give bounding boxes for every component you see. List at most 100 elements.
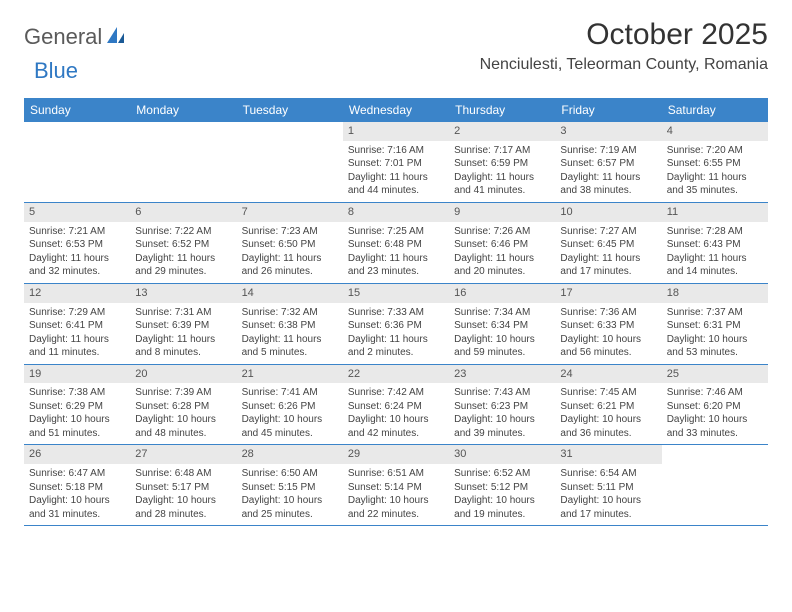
daylight-text: Daylight: 10 hours and 17 minutes. [560, 494, 656, 521]
daylight-text: Daylight: 11 hours and 44 minutes. [348, 171, 444, 198]
sunset-text: Sunset: 6:55 PM [667, 157, 763, 171]
logo-text-general: General [24, 24, 102, 50]
day-cell: 21Sunrise: 7:41 AMSunset: 6:26 PMDayligh… [237, 365, 343, 445]
sunrise-text: Sunrise: 7:31 AM [135, 306, 231, 320]
daylight-text: Daylight: 11 hours and 8 minutes. [135, 333, 231, 360]
day-number: 7 [237, 203, 343, 222]
sunrise-text: Sunrise: 7:42 AM [348, 386, 444, 400]
title-block: October 2025 Nenciulesti, Teleorman Coun… [480, 18, 768, 74]
daylight-text: Daylight: 10 hours and 39 minutes. [454, 413, 550, 440]
day-cell: 18Sunrise: 7:37 AMSunset: 6:31 PMDayligh… [662, 284, 768, 364]
sunset-text: Sunset: 6:41 PM [29, 319, 125, 333]
day-number: 23 [449, 365, 555, 384]
day-number: 5 [24, 203, 130, 222]
sunrise-text: Sunrise: 7:32 AM [242, 306, 338, 320]
sunrise-text: Sunrise: 6:51 AM [348, 467, 444, 481]
sunset-text: Sunset: 5:18 PM [29, 481, 125, 495]
month-title: October 2025 [480, 18, 768, 52]
day-number: 19 [24, 365, 130, 384]
daylight-text: Daylight: 11 hours and 20 minutes. [454, 252, 550, 279]
day-cell: 2Sunrise: 7:17 AMSunset: 6:59 PMDaylight… [449, 122, 555, 202]
daylight-text: Daylight: 10 hours and 48 minutes. [135, 413, 231, 440]
day-content: Sunrise: 7:45 AMSunset: 6:21 PMDaylight:… [555, 383, 661, 444]
day-cell: 12 Sunrise: 7:29 AMSunset: 6:41 PMDayligh… [24, 284, 130, 364]
day-cell: 6Sunrise: 7:22 AMSunset: 6:52 PMDaylight… [130, 203, 236, 283]
day-number: 29 [343, 445, 449, 464]
day-number: 12 [24, 284, 130, 303]
sunset-text: Sunset: 6:31 PM [667, 319, 763, 333]
calendar: Sunday Monday Tuesday Wednesday Thursday… [24, 98, 768, 526]
weekday-sun: Sunday [24, 98, 130, 122]
sunrise-text: Sunrise: 6:47 AM [29, 467, 125, 481]
day-cell: 20Sunrise: 7:39 AMSunset: 6:28 PMDayligh… [130, 365, 236, 445]
sunset-text: Sunset: 6:52 PM [135, 238, 231, 252]
daylight-text: Daylight: 11 hours and 38 minutes. [560, 171, 656, 198]
sunrise-text: Sunrise: 7:19 AM [560, 144, 656, 158]
sunrise-text: Sunrise: 7:28 AM [667, 225, 763, 239]
day-content: Sunrise: 7:28 AMSunset: 6:43 PMDaylight:… [662, 222, 768, 283]
day-content: Sunrise: 7:41 AMSunset: 6:26 PMDaylight:… [237, 383, 343, 444]
day-cell [130, 122, 236, 202]
week-row: 19Sunrise: 7:38 AMSunset: 6:29 PMDayligh… [24, 365, 768, 446]
daylight-text: Daylight: 10 hours and 19 minutes. [454, 494, 550, 521]
day-content: Sunrise: 7:20 AMSunset: 6:55 PMDaylight:… [662, 141, 768, 202]
sunrise-text: Sunrise: 7:17 AM [454, 144, 550, 158]
sunrise-text: Sunrise: 7:34 AM [454, 306, 550, 320]
day-number: 28 [237, 445, 343, 464]
daylight-text: Daylight: 11 hours and 35 minutes. [667, 171, 763, 198]
sunrise-text: Sunrise: 7:20 AM [667, 144, 763, 158]
day-number: 15 [343, 284, 449, 303]
day-content: Sunrise: 7:38 AMSunset: 6:29 PMDaylight:… [24, 383, 130, 444]
day-cell: 15Sunrise: 7:33 AMSunset: 6:36 PMDayligh… [343, 284, 449, 364]
sunrise-text: Sunrise: 7:26 AM [454, 225, 550, 239]
sunset-text: Sunset: 6:23 PM [454, 400, 550, 414]
daylight-text: Daylight: 11 hours and 32 minutes. [29, 252, 125, 279]
sunrise-text: Sunrise: 7:16 AM [348, 144, 444, 158]
sunset-text: Sunset: 6:26 PM [242, 400, 338, 414]
day-content: Sunrise: 7:25 AMSunset: 6:48 PMDaylight:… [343, 222, 449, 283]
logo-sail-icon [106, 26, 126, 49]
day-number: 25 [662, 365, 768, 384]
sunrise-text: Sunrise: 6:54 AM [560, 467, 656, 481]
sunrise-text: Sunrise: 7:43 AM [454, 386, 550, 400]
day-number: 20 [130, 365, 236, 384]
weekday-thu: Thursday [449, 98, 555, 122]
week-row: 5Sunrise: 7:21 AMSunset: 6:53 PMDaylight… [24, 203, 768, 284]
sunrise-text: Sunrise: 7:45 AM [560, 386, 656, 400]
day-number: 1 [343, 122, 449, 141]
week-row: 1Sunrise: 7:16 AMSunset: 7:01 PMDaylight… [24, 122, 768, 203]
day-number: 14 [237, 284, 343, 303]
day-cell: 9Sunrise: 7:26 AMSunset: 6:46 PMDaylight… [449, 203, 555, 283]
daylight-text: Daylight: 11 hours and 29 minutes. [135, 252, 231, 279]
day-number: 21 [237, 365, 343, 384]
day-number: 16 [449, 284, 555, 303]
sunset-text: Sunset: 6:34 PM [454, 319, 550, 333]
day-number: 30 [449, 445, 555, 464]
daylight-text: Daylight: 11 hours and 17 minutes. [560, 252, 656, 279]
day-content: Sunrise: 7:26 AMSunset: 6:46 PMDaylight:… [449, 222, 555, 283]
sunrise-text: Sunrise: 6:50 AM [242, 467, 338, 481]
sunrise-text: Sunrise: 7:29 AM [29, 306, 125, 320]
day-content: Sunrise: 7:16 AMSunset: 7:01 PMDaylight:… [343, 141, 449, 202]
weekday-mon: Monday [130, 98, 236, 122]
sunset-text: Sunset: 6:38 PM [242, 319, 338, 333]
week-row: 12Sunrise: 7:29 AMSunset: 6:41 PMDayligh… [24, 284, 768, 365]
daylight-text: Daylight: 10 hours and 56 minutes. [560, 333, 656, 360]
day-number: 24 [555, 365, 661, 384]
day-content: Sunrise: 7:37 AMSunset: 6:31 PMDaylight:… [662, 303, 768, 364]
day-content: Sunrise: 6:54 AMSunset: 5:11 PMDaylight:… [555, 464, 661, 525]
daylight-text: Daylight: 11 hours and 23 minutes. [348, 252, 444, 279]
sunset-text: Sunset: 6:45 PM [560, 238, 656, 252]
day-content: Sunrise: 6:48 AMSunset: 5:17 PMDaylight:… [130, 464, 236, 525]
sunset-text: Sunset: 5:12 PM [454, 481, 550, 495]
daylight-text: Daylight: 10 hours and 22 minutes. [348, 494, 444, 521]
day-content: Sunrise: 7:34 AMSunset: 6:34 PMDaylight:… [449, 303, 555, 364]
day-cell: 8Sunrise: 7:25 AMSunset: 6:48 PMDaylight… [343, 203, 449, 283]
day-content: Sunrise: 7:19 AMSunset: 6:57 PMDaylight:… [555, 141, 661, 202]
day-cell [662, 445, 768, 525]
day-content: Sunrise: 7:46 AMSunset: 6:20 PMDaylight:… [662, 383, 768, 444]
logo-text-blue: Blue [34, 58, 78, 84]
daylight-text: Daylight: 11 hours and 11 minutes. [29, 333, 125, 360]
sunset-text: Sunset: 5:14 PM [348, 481, 444, 495]
sunrise-text: Sunrise: 7:27 AM [560, 225, 656, 239]
